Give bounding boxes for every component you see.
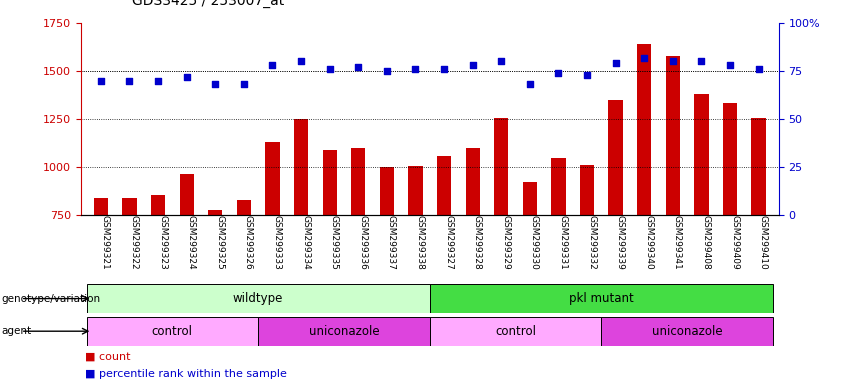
Bar [323,150,337,215]
Bar [294,119,308,215]
Point [751,66,765,72]
Text: GSM299325: GSM299325 [215,215,225,270]
Point [151,78,165,84]
Bar [437,156,451,215]
Text: GSM299328: GSM299328 [472,215,482,270]
Point [666,58,680,65]
Bar [408,166,423,215]
Bar [87,317,258,346]
Point [94,78,108,84]
Bar [523,182,537,215]
Bar [266,142,280,215]
Point [208,81,222,88]
Bar [208,210,222,215]
Text: control: control [495,325,536,338]
Text: GSM299326: GSM299326 [244,215,253,270]
Text: uniconazole: uniconazole [652,325,722,338]
Text: GSM299410: GSM299410 [758,215,768,270]
Text: GSM299322: GSM299322 [129,215,139,270]
Point [266,62,279,68]
Bar [94,198,108,215]
Text: GSM299336: GSM299336 [358,215,368,270]
Point [437,66,451,72]
Text: pkl mutant: pkl mutant [569,292,634,305]
Bar [602,317,773,346]
Text: GSM299334: GSM299334 [301,215,310,270]
Text: GSM299333: GSM299333 [272,215,282,270]
Bar [123,198,137,215]
Text: GSM299339: GSM299339 [615,215,625,270]
Point [180,74,193,80]
Bar [151,195,165,215]
Point [494,58,508,65]
Text: agent: agent [2,326,31,336]
Text: GSM299341: GSM299341 [673,215,682,270]
Text: GSM299332: GSM299332 [587,215,596,270]
Bar [430,284,773,313]
Text: ■ count: ■ count [85,351,130,361]
Text: uniconazole: uniconazole [309,325,380,338]
Point [637,55,651,61]
Text: GSM299321: GSM299321 [101,215,110,270]
Bar [180,174,194,215]
Bar [665,56,680,215]
Point [608,60,622,66]
Bar [465,148,480,215]
Text: GSM299338: GSM299338 [415,215,425,270]
Point [294,58,308,65]
Bar [351,148,365,215]
Text: GSM299337: GSM299337 [387,215,396,270]
Text: GSM299331: GSM299331 [558,215,568,270]
Text: GSM299335: GSM299335 [329,215,339,270]
Point [465,62,479,68]
Point [580,72,594,78]
Text: GSM299327: GSM299327 [444,215,453,270]
Point [351,64,365,70]
Text: GSM299330: GSM299330 [530,215,539,270]
Text: GSM299408: GSM299408 [701,215,711,270]
Bar [722,103,737,215]
Bar [694,94,709,215]
Bar [258,317,430,346]
Point [694,58,708,65]
Bar [237,200,251,215]
Bar [608,100,623,215]
Bar [87,284,430,313]
Bar [380,167,394,215]
Bar [580,165,594,215]
Point [523,81,537,88]
Bar [551,159,566,215]
Point [723,62,737,68]
Text: GDS3425 / 253007_at: GDS3425 / 253007_at [132,0,284,8]
Point [123,78,136,84]
Point [237,81,251,88]
Bar [637,44,651,215]
Text: GSM299340: GSM299340 [644,215,654,270]
Point [551,70,565,76]
Text: wildtype: wildtype [233,292,283,305]
Point [408,66,422,72]
Text: GSM299409: GSM299409 [730,215,739,270]
Bar [430,317,602,346]
Text: GSM299329: GSM299329 [501,215,511,270]
Text: genotype/variation: genotype/variation [2,293,100,304]
Point [380,68,394,74]
Bar [494,118,508,215]
Text: GSM299323: GSM299323 [158,215,167,270]
Bar [751,118,766,215]
Point [323,66,336,72]
Text: ■ percentile rank within the sample: ■ percentile rank within the sample [85,369,287,379]
Text: GSM299324: GSM299324 [186,215,196,270]
Text: control: control [151,325,193,338]
